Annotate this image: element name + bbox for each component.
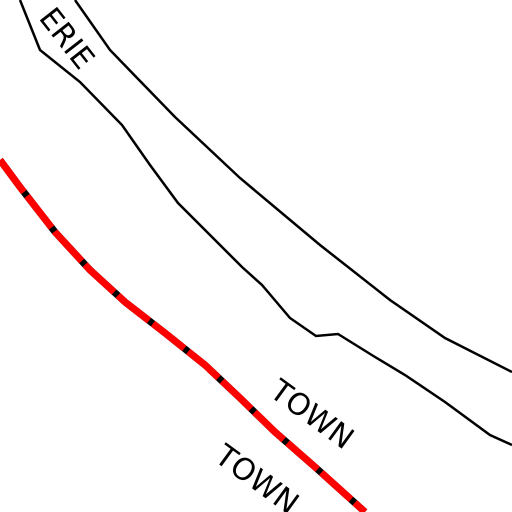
boundary-line bbox=[73, 0, 512, 374]
boundary-line bbox=[18, 0, 512, 447]
railway bbox=[0, 157, 368, 512]
